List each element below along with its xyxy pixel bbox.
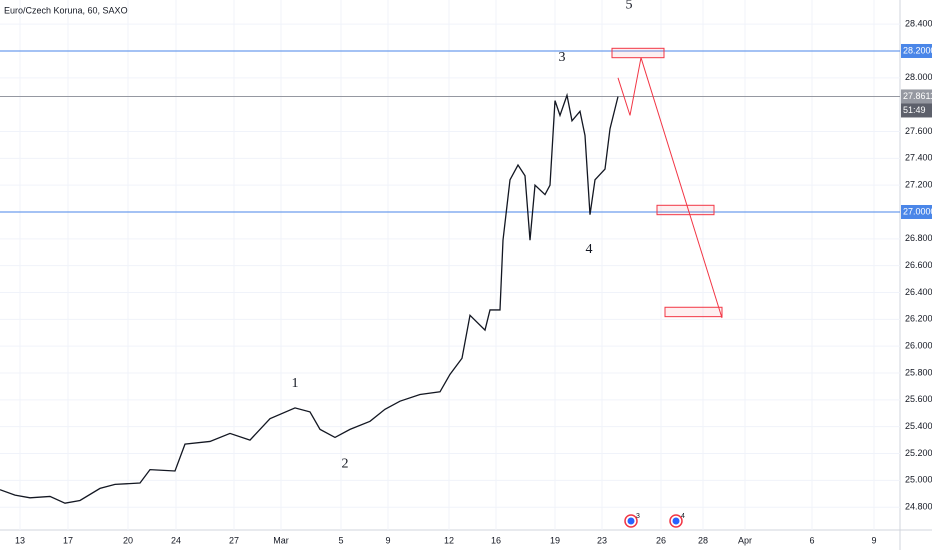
y-tick-label: 26.8000	[905, 233, 932, 243]
x-tick-label: 12	[444, 535, 454, 545]
x-tick-label: Apr	[738, 535, 752, 545]
x-tick-label: 24	[171, 535, 181, 545]
wave-label: 5	[626, 0, 633, 13]
y-tick-label: 26.4000	[905, 287, 932, 297]
level-tag-label: 27.0000	[903, 206, 932, 216]
countdown-tag	[901, 103, 932, 118]
x-tick-label: 16	[491, 535, 501, 545]
x-tick-label: 13	[15, 535, 25, 545]
price-line	[0, 92, 619, 504]
y-tick-label: 26.6000	[905, 260, 932, 270]
y-tick-label: 26.2000	[905, 314, 932, 324]
y-tick-label: 28.0000	[905, 72, 932, 82]
wave-label: 2	[342, 456, 349, 471]
y-tick-label: 27.2000	[905, 180, 932, 190]
level-tag-label: 28.2000	[903, 45, 932, 55]
event-label: 4	[681, 513, 685, 520]
y-tick-label: 25.8000	[905, 367, 932, 377]
x-tick-label: 20	[123, 535, 133, 545]
target-box	[611, 47, 665, 59]
chart-title: Euro/Czech Koruna, 60, SAXO	[4, 5, 128, 15]
x-tick-label: 6	[809, 535, 814, 545]
projection-line	[617, 57, 723, 319]
y-tick-label: 25.2000	[905, 448, 932, 458]
x-tick-label: 19	[550, 535, 560, 545]
x-tick-label: 26	[656, 535, 666, 545]
y-tick-label: 27.6000	[905, 126, 932, 136]
wave-label: 3	[559, 50, 566, 65]
y-tick-label: 25.6000	[905, 394, 932, 404]
level-tag	[901, 43, 932, 58]
y-tick-label: 25.0000	[905, 475, 932, 485]
y-tick-label: 27.4000	[905, 153, 932, 163]
wave-label: 4	[586, 242, 593, 257]
level-tag	[901, 89, 932, 104]
x-tick-label: 9	[871, 535, 876, 545]
level-tag	[901, 205, 932, 219]
wave-label: 1	[292, 376, 299, 391]
countdown-label: 51:49	[903, 105, 926, 115]
x-tick-label: 27	[229, 535, 239, 545]
target-box	[656, 204, 715, 216]
event-icon-inner	[627, 517, 635, 525]
level-tag-label: 27.8611	[903, 91, 932, 101]
x-tick-label: 23	[597, 535, 607, 545]
event-label: 3	[636, 513, 640, 520]
y-tick-label: 24.8000	[905, 502, 932, 512]
x-tick-label: 9	[385, 535, 390, 545]
x-tick-label: 17	[63, 535, 73, 545]
y-tick-label: 28.4000	[905, 19, 932, 29]
target-box	[664, 306, 723, 318]
y-tick-label: 25.4000	[905, 421, 932, 431]
event-icon-inner	[672, 517, 680, 525]
x-tick-label: Mar	[273, 535, 289, 545]
y-tick-label: 26.0000	[905, 341, 932, 351]
x-tick-label: 5	[338, 535, 343, 545]
x-tick-label: 28	[698, 535, 708, 545]
